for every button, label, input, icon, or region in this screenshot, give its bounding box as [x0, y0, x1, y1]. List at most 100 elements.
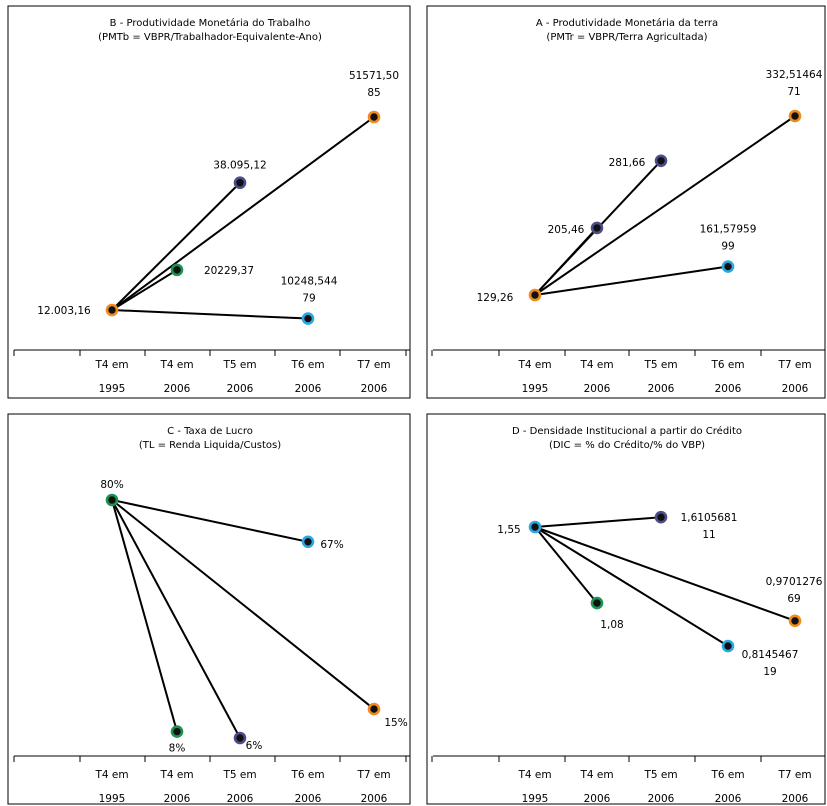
origin-label: 80% [100, 479, 123, 491]
x-tick-label-bottom: 2006 [584, 383, 611, 395]
data-label: 10248,544 [281, 276, 338, 288]
data-label: 20229,37 [204, 265, 254, 277]
panel-c-profit-rate: C - Taxa de Lucro (TL = Renda Liquida/Cus… [7, 413, 411, 805]
data-label: 8% [169, 743, 186, 755]
x-tick-label-bottom: 2006 [295, 793, 322, 805]
connector-line [111, 499, 375, 710]
x-tick-label-bottom: 1995 [522, 793, 549, 805]
x-tick-label-bottom: 2006 [295, 383, 322, 395]
x-tick-label-top: T7 em [356, 359, 390, 371]
x-tick-label-top: T7 em [356, 769, 390, 781]
x-tick-label-top: T7 em [777, 769, 811, 781]
x-tick-label-top: T5 em [643, 359, 677, 371]
data-label: 67% [320, 539, 343, 551]
connector-line [111, 499, 309, 543]
data-label: 281,66 [609, 157, 646, 169]
data-point [170, 725, 184, 738]
data-label: 205,46 [548, 224, 585, 236]
data-label: 71 [787, 86, 800, 98]
connector-line [111, 269, 178, 311]
origin-label: 12.003,16 [37, 305, 91, 317]
data-label: 99 [721, 241, 734, 253]
x-tick-label-bottom: 2006 [648, 793, 675, 805]
chart-subtitle: (DIC = % do Crédito/% do VBP) [549, 439, 705, 451]
connector-line [111, 499, 178, 732]
x-tick-label-top: T5 em [643, 769, 677, 781]
x-tick-label-bottom: 2006 [227, 793, 254, 805]
data-point [301, 312, 315, 325]
x-tick-label-top: T6 em [290, 359, 324, 371]
data-point [788, 109, 802, 123]
data-point [788, 614, 802, 628]
x-tick-label-bottom: 1995 [99, 793, 126, 805]
x-tick-label-top: T6 em [710, 359, 744, 371]
data-label: 6% [246, 740, 263, 752]
x-tick-label-top: T5 em [222, 359, 256, 371]
x-tick-label-top: T4 em [94, 769, 128, 781]
data-label: 0,9701276 [766, 576, 823, 588]
data-label: 161,57959 [700, 224, 757, 236]
x-tick-label-bottom: 2006 [715, 793, 742, 805]
x-tick-label-bottom: 2006 [227, 383, 254, 395]
data-label: 332,51464 [766, 69, 823, 81]
panel-border [426, 413, 826, 805]
connector-line [534, 526, 796, 622]
chart-subtitle: (PMTb = VBPR/Trabalhador-Equivalente-Ano… [98, 32, 322, 43]
data-label: 79 [302, 293, 315, 305]
origin-point [528, 288, 542, 302]
data-label: 19 [763, 666, 776, 678]
data-label: 15% [384, 717, 407, 729]
connector-line [534, 265, 729, 296]
data-label: 11 [702, 529, 715, 541]
data-point [301, 535, 315, 549]
data-label: 1,6105681 [681, 512, 738, 524]
data-label: 38.095,12 [213, 160, 266, 172]
x-tick-label-bottom: 2006 [715, 383, 742, 395]
x-tick-label-top: T4 em [517, 359, 551, 371]
chart-subtitle: (TL = Renda Liquida/Custos) [139, 440, 281, 451]
x-tick-label-top: T4 em [517, 769, 551, 781]
x-tick-label-bottom: 1995 [522, 383, 549, 395]
data-point [367, 110, 381, 124]
chart-title: B - Produtividade Monetária do Trabalho [110, 17, 311, 29]
connector-line [534, 526, 598, 604]
origin-point [105, 493, 119, 507]
x-tick-label-top: T4 em [579, 359, 613, 371]
x-tick-label-top: T6 em [710, 769, 744, 781]
x-tick-label-top: T6 em [290, 769, 324, 781]
x-tick-label-bottom: 2006 [782, 793, 809, 805]
connector-line [111, 309, 309, 320]
panel-b-productivity-labor: B - Produtividade Monetária do Trabalho (… [7, 5, 411, 399]
data-label: 85 [367, 87, 380, 99]
chart-title: A - Produtividade Monetária da terra [536, 17, 718, 29]
x-tick-label-bottom: 1995 [99, 383, 126, 395]
connector-line [534, 115, 796, 296]
data-point [233, 731, 247, 745]
data-label: 1,08 [600, 619, 623, 631]
data-label: 69 [787, 593, 800, 605]
data-label: 51571,50 [349, 70, 399, 82]
x-tick-label-top: T5 em [222, 769, 256, 781]
connector-line [111, 499, 241, 739]
connector-line [111, 116, 375, 311]
data-point [233, 176, 247, 190]
data-point [170, 263, 184, 277]
origin-point [528, 520, 542, 534]
origin-point [105, 303, 119, 317]
origin-label: 129,26 [477, 292, 514, 304]
connector-line [534, 516, 662, 528]
data-point [367, 702, 381, 716]
x-tick-label-bottom: 2006 [782, 383, 809, 395]
x-tick-label-bottom: 2006 [648, 383, 675, 395]
connector-line [111, 182, 241, 311]
x-tick-label-bottom: 2006 [361, 793, 388, 805]
x-tick-label-bottom: 2006 [584, 793, 611, 805]
x-tick-label-bottom: 2006 [164, 793, 191, 805]
data-point [654, 510, 668, 524]
connector-line [534, 526, 729, 647]
panel-a-productivity-land: A - Produtividade Monetária da terra (PMT… [426, 5, 826, 399]
x-tick-label-top: T4 em [579, 769, 613, 781]
chart-title: C - Taxa de Lucro [167, 426, 253, 437]
x-tick-label-top: T4 em [159, 769, 193, 781]
